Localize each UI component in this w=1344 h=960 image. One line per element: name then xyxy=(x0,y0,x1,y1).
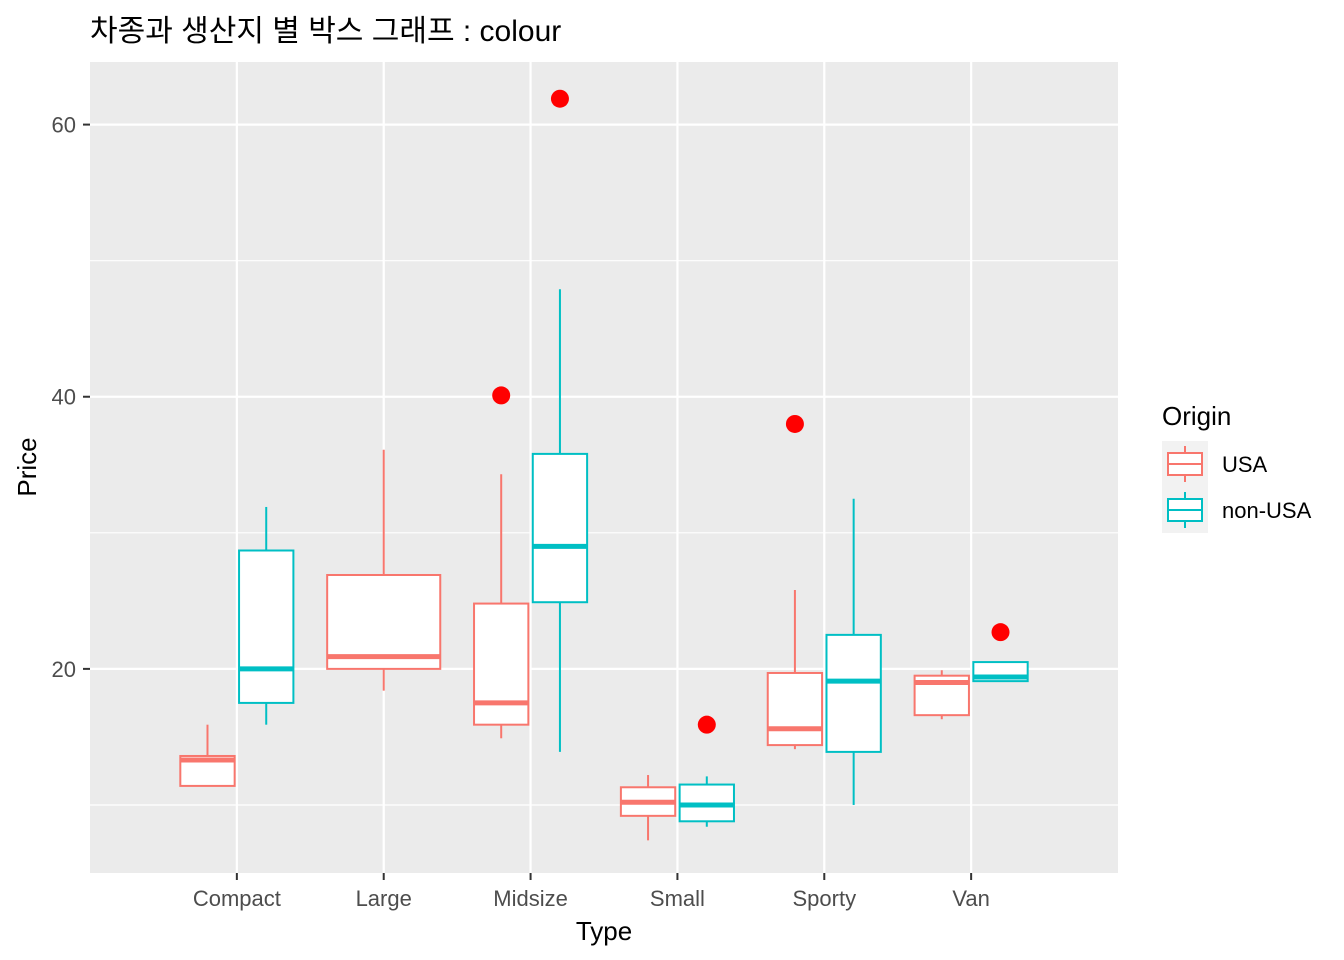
plot-panel xyxy=(90,62,1118,873)
box-midsize-usa xyxy=(473,474,530,739)
box-small-non-usa xyxy=(678,776,735,827)
legend-item-usa: USA xyxy=(1162,441,1268,487)
x-tick-label: Large xyxy=(356,886,412,911)
chart-title: 차종과 생산지 별 박스 그래프 : colour xyxy=(90,15,561,48)
x-tick-label: Compact xyxy=(193,886,281,911)
box-rect xyxy=(825,633,882,753)
box-compact-usa xyxy=(179,724,236,787)
box-rect xyxy=(531,452,589,604)
x-axis-title: Type xyxy=(576,916,632,946)
legend-label: USA xyxy=(1222,452,1268,477)
outlier-point xyxy=(991,623,1010,642)
box-layer xyxy=(179,89,1029,841)
y-axis-title: Price xyxy=(12,437,42,496)
box-sporty-usa xyxy=(766,589,824,750)
x-tick-label: Sporty xyxy=(792,886,856,911)
outlier-point xyxy=(492,386,511,405)
x-tick-label: Van xyxy=(952,886,990,911)
box-van-non-usa xyxy=(972,661,1029,683)
y-tick-label: 20 xyxy=(52,657,76,682)
legend-item-non-usa: non-USA xyxy=(1162,487,1312,533)
outlier-point xyxy=(697,715,716,734)
legend-title: Origin xyxy=(1162,401,1231,431)
box-small-usa xyxy=(619,775,677,841)
box-midsize-non-usa xyxy=(531,289,589,752)
box-van-usa xyxy=(913,670,970,720)
outlier-point xyxy=(785,414,804,433)
x-tick-label: Midsize xyxy=(493,886,568,911)
box-large-usa xyxy=(326,449,442,691)
y-axis: 20 40 60 xyxy=(52,113,90,682)
y-tick-label: 40 xyxy=(52,385,76,410)
y-tick-label: 60 xyxy=(52,113,76,138)
box-sporty-non-usa xyxy=(825,498,882,805)
box-rect xyxy=(326,573,442,670)
box-rect xyxy=(238,549,295,704)
box-rect xyxy=(473,602,530,726)
x-tick-label: Small xyxy=(650,886,705,911)
box-rect xyxy=(766,671,824,747)
outlier-point xyxy=(550,89,569,108)
legend: Origin USA non-USA xyxy=(1162,401,1312,533)
box-compact-non-usa xyxy=(238,506,295,725)
x-axis: Compact Large Midsize Small Sporty Van xyxy=(193,873,990,911)
legend-label: non-USA xyxy=(1222,498,1312,523)
